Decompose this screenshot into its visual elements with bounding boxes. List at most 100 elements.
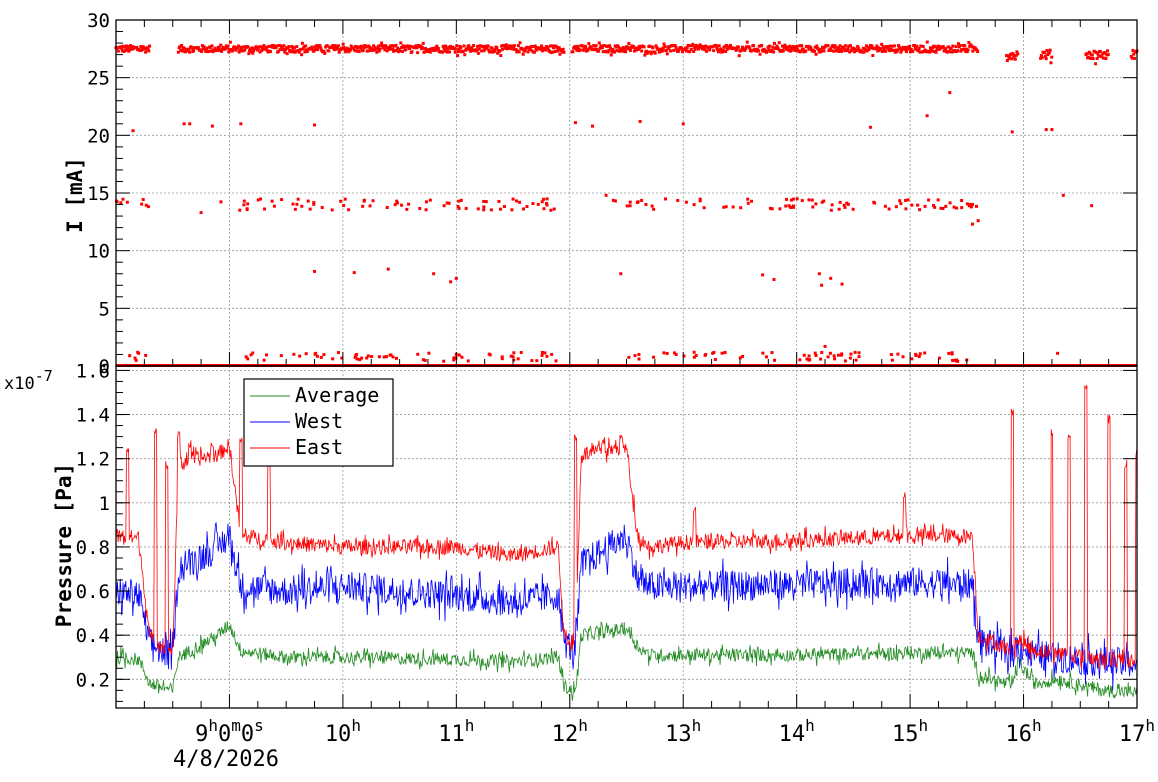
- current-point: [331, 44, 335, 48]
- current-point: [784, 204, 788, 208]
- current-point: [1049, 61, 1053, 65]
- current-point: [443, 49, 447, 53]
- current-point: [308, 207, 312, 211]
- current-point: [891, 44, 895, 48]
- current-point: [892, 44, 896, 48]
- current-point: [644, 202, 648, 206]
- current-point: [360, 44, 364, 48]
- current-point: [549, 208, 553, 212]
- current-point: [969, 205, 973, 209]
- current-point: [1133, 56, 1137, 60]
- time-axis-labels: 9h0m0s 10h 11h 12h 13h 14h 15h 16h 17h: [195, 716, 1155, 747]
- current-point: [339, 199, 343, 203]
- current-point: [480, 49, 484, 53]
- current-point: [322, 49, 326, 53]
- current-point: [634, 48, 638, 52]
- current-point: [119, 201, 123, 205]
- current-point: [1010, 130, 1014, 134]
- y-tick-label: 0.8: [76, 537, 110, 559]
- current-point: [287, 45, 291, 49]
- current-point: [820, 350, 824, 354]
- current-point: [930, 49, 934, 53]
- current-point: [780, 44, 784, 48]
- current-point: [600, 46, 604, 50]
- current-point: [714, 43, 718, 47]
- current-point: [236, 46, 240, 50]
- current-point: [300, 204, 304, 208]
- current-point: [315, 44, 319, 48]
- current-point: [954, 45, 958, 49]
- current-point: [650, 204, 654, 208]
- current-point: [392, 44, 396, 48]
- current-point: [457, 206, 461, 210]
- current-point: [336, 46, 340, 50]
- current-point: [371, 199, 375, 203]
- current-point: [854, 358, 858, 362]
- current-point: [761, 273, 765, 277]
- current-point: [510, 208, 514, 212]
- current-point: [642, 45, 646, 49]
- current-point: [528, 47, 532, 51]
- current-point: [272, 43, 276, 47]
- current-point: [666, 45, 670, 49]
- current-point: [898, 199, 902, 203]
- current-point: [815, 44, 819, 48]
- current-point: [1129, 54, 1133, 58]
- current-point: [1098, 49, 1102, 53]
- current-point: [703, 48, 707, 52]
- current-point: [654, 44, 658, 48]
- current-point: [702, 206, 706, 210]
- current-point: [1131, 48, 1135, 52]
- current-point: [771, 45, 775, 49]
- current-point: [698, 199, 702, 203]
- current-point: [390, 44, 394, 48]
- current-point: [126, 45, 130, 49]
- current-point: [857, 355, 861, 359]
- current-point: [319, 355, 323, 359]
- current-point: [414, 44, 418, 48]
- current-point: [814, 52, 818, 56]
- current-point: [457, 353, 461, 357]
- current-point: [664, 48, 668, 52]
- current-point: [598, 46, 602, 50]
- current-point: [253, 46, 257, 50]
- x-tick-label: 13h: [665, 716, 701, 747]
- current-point: [1013, 57, 1017, 61]
- current-point: [609, 53, 613, 57]
- current-point: [976, 50, 980, 54]
- current-point: [358, 358, 362, 362]
- current-point: [720, 351, 724, 355]
- current-point: [1100, 55, 1104, 59]
- current-point: [1050, 128, 1054, 132]
- current-point: [727, 46, 731, 50]
- current-point: [772, 41, 776, 45]
- current-point: [283, 50, 287, 54]
- current-point: [146, 205, 150, 209]
- current-point: [422, 50, 426, 54]
- current-point: [875, 44, 879, 48]
- current-point: [953, 50, 957, 54]
- current-point: [200, 44, 204, 48]
- x-tick-label: 16h: [1005, 716, 1041, 747]
- current-point: [660, 49, 664, 53]
- current-point: [560, 48, 564, 52]
- current-point: [300, 41, 304, 45]
- current-point: [908, 50, 912, 54]
- current-point: [826, 44, 830, 48]
- current-point: [848, 50, 852, 54]
- current-point: [424, 208, 428, 212]
- current-point: [518, 200, 522, 204]
- current-point: [624, 50, 628, 54]
- current-point: [247, 52, 251, 56]
- current-point: [352, 48, 356, 52]
- current-point: [764, 355, 768, 359]
- current-point: [399, 41, 403, 45]
- current-point: [958, 43, 962, 47]
- current-point: [259, 197, 263, 201]
- current-point: [845, 201, 849, 205]
- current-point: [610, 50, 614, 54]
- current-point: [455, 44, 459, 48]
- current-point: [716, 48, 720, 52]
- current-point: [692, 350, 696, 354]
- current-point: [187, 47, 191, 51]
